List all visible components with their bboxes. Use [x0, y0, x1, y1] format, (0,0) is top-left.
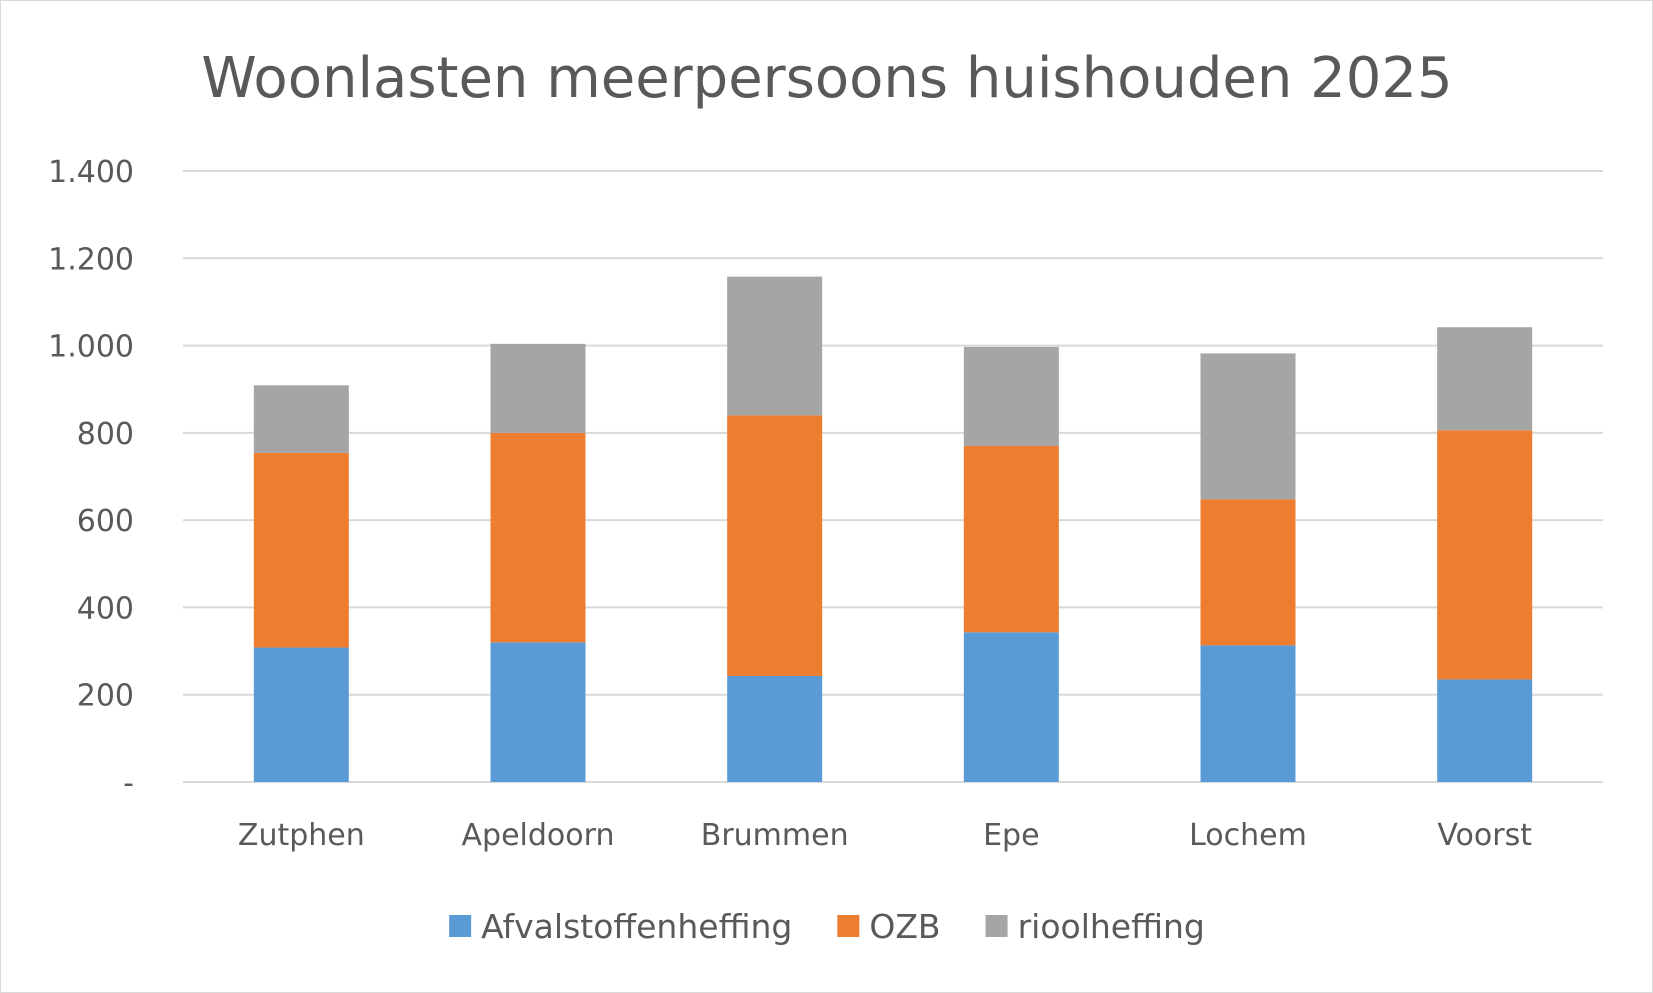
- bar-segment-rioolheffing-brummen: [727, 276, 823, 416]
- legend-swatch: [449, 915, 472, 937]
- chart-title: Woonlasten meerpersoons huishouden 2025: [201, 46, 1452, 111]
- legend: Afvalstoffenheffing OZB rioolheffing: [449, 907, 1205, 946]
- bars: [253, 276, 1533, 782]
- legend-label: rioolheffing: [1018, 907, 1205, 946]
- x-tick-label: Zutphen: [238, 818, 365, 853]
- bar-segment-afvalstoffenheffing-voorst: [1437, 679, 1533, 782]
- bar-segment-afvalstoffenheffing-apeldoorn: [490, 642, 586, 782]
- bar-segment-afvalstoffenheffing-lochem: [1200, 645, 1296, 782]
- bar-segment-rioolheffing-apeldoorn: [490, 343, 586, 433]
- y-tick-label: 800: [77, 417, 134, 452]
- legend-label: OZB: [869, 907, 940, 946]
- bar-segment-rioolheffing-voorst: [1437, 327, 1533, 431]
- bar-segment-ozb-epe: [963, 445, 1059, 633]
- y-tick-label: 600: [77, 504, 134, 539]
- x-tick-label: Brummen: [701, 818, 849, 853]
- y-tick-label: 200: [77, 679, 134, 714]
- bar-segment-rioolheffing-zutphen: [253, 385, 349, 453]
- bar-segment-ozb-brummen: [727, 415, 823, 676]
- bar-segment-rioolheffing-epe: [963, 346, 1059, 446]
- bar-segment-ozb-voorst: [1437, 430, 1533, 680]
- legend-swatch: [837, 915, 860, 937]
- legend-label: Afvalstoffenheffing: [481, 907, 792, 946]
- y-tick-label: 1.400: [48, 155, 134, 190]
- bar-segment-afvalstoffenheffing-epe: [963, 632, 1059, 782]
- bar-segment-ozb-lochem: [1200, 499, 1296, 646]
- y-tick-label: 1.200: [48, 242, 134, 277]
- gridlines: [183, 170, 1603, 783]
- x-tick-label: Lochem: [1189, 818, 1307, 853]
- y-axis-ticks: - 200 400 600 800 1.000 1.200 1.400: [48, 155, 134, 801]
- legend-swatch: [985, 915, 1008, 937]
- legend-item-rioolheffing: rioolheffing: [985, 907, 1205, 946]
- bar-segment-rioolheffing-lochem: [1200, 353, 1296, 500]
- y-tick-label: 1.000: [48, 330, 134, 365]
- legend-item-ozb: OZB: [837, 907, 941, 946]
- bar-segment-afvalstoffenheffing-zutphen: [253, 647, 349, 782]
- y-tick-label: -: [123, 766, 134, 801]
- bar-segment-ozb-apeldoorn: [490, 432, 586, 643]
- x-axis-ticks: Zutphen Apeldoorn Brummen Epe Lochem Voorst: [238, 818, 1532, 853]
- x-tick-label: Apeldoorn: [462, 818, 615, 853]
- y-tick-label: 400: [77, 591, 134, 626]
- legend-item-afvalstoffenheffing: Afvalstoffenheffing: [449, 907, 792, 946]
- x-tick-label: Epe: [983, 818, 1039, 853]
- bar-segment-ozb-zutphen: [253, 452, 349, 648]
- x-tick-label: Voorst: [1437, 818, 1532, 853]
- bar-segment-afvalstoffenheffing-brummen: [727, 675, 823, 782]
